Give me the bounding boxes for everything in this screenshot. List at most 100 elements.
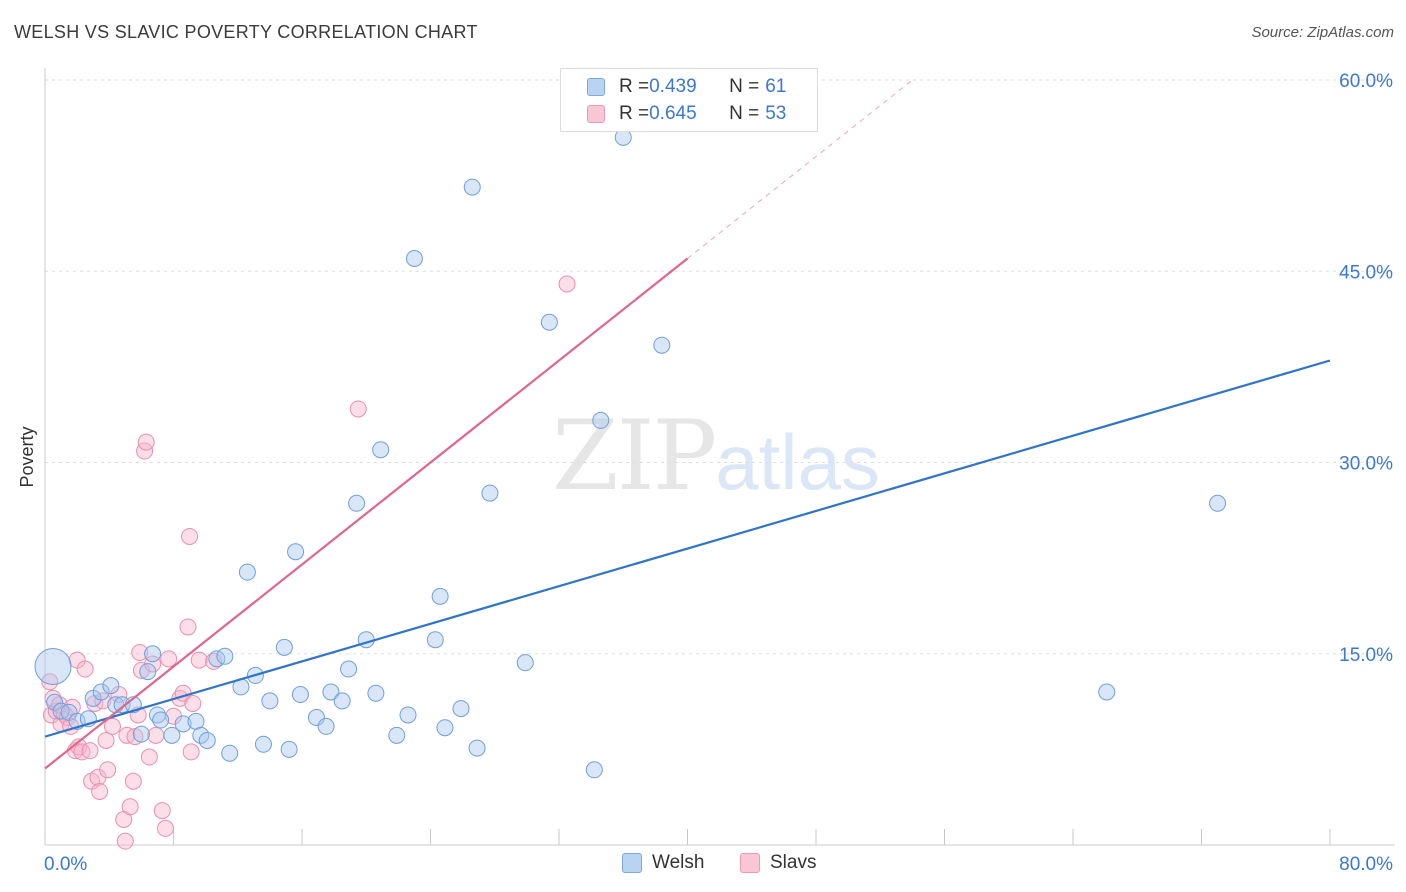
slavs-point-22 xyxy=(99,761,117,779)
welsh-point-17 xyxy=(163,726,181,744)
slavs-point-52 xyxy=(558,275,576,293)
welsh-point-0 xyxy=(34,648,72,685)
welsh-point-51 xyxy=(468,739,486,757)
slavs-point-50 xyxy=(205,652,223,670)
slavs-point-29 xyxy=(124,772,142,790)
slavs-point-48 xyxy=(184,694,202,712)
welsh-point-35 xyxy=(317,717,335,735)
y-tick-label-45: 45.0% xyxy=(1339,262,1393,283)
welsh-point-21 xyxy=(198,731,216,749)
slavs-point-20 xyxy=(94,692,112,710)
welsh-point-54 xyxy=(540,313,558,331)
legend-swatch-slavs xyxy=(587,105,605,123)
legend-welsh-n-value: 61 xyxy=(765,76,787,97)
welsh-point-13 xyxy=(139,663,157,681)
welsh-points xyxy=(34,128,1227,779)
slavs-point-0 xyxy=(41,673,59,691)
axis-labels: 15.0% 30.0% 45.0% 60.0% 0.0% 80.0% Poverty xyxy=(17,71,1393,875)
welsh-point-50 xyxy=(463,178,481,196)
slavs-point-35 xyxy=(137,433,155,451)
y-tick-label-60: 60.0% xyxy=(1339,71,1393,92)
welsh-point-47 xyxy=(431,587,449,605)
bottom-legend-swatch-welsh xyxy=(622,853,642,873)
welsh-point-18 xyxy=(174,715,192,733)
welsh-point-59 xyxy=(1098,683,1116,701)
slavs-point-14 xyxy=(76,660,94,678)
bottom-legend-slavs[interactable]: Slavs xyxy=(740,852,816,874)
slavs-point-23 xyxy=(103,717,121,735)
welsh-point-29 xyxy=(261,692,279,710)
bottom-legend-swatch-slavs xyxy=(740,853,760,873)
welsh-point-31 xyxy=(280,740,298,758)
slavs-point-38 xyxy=(147,726,165,744)
axes xyxy=(44,68,1395,846)
welsh-point-28 xyxy=(254,735,272,753)
slavs-point-51 xyxy=(349,400,367,418)
welsh-point-42 xyxy=(372,441,390,459)
welsh-point-45 xyxy=(405,250,423,267)
legend-slavs-r-value: 0.645 xyxy=(649,103,697,124)
slavs-point-39 xyxy=(153,802,171,820)
welsh-point-46 xyxy=(426,631,444,649)
y-tick-label-15: 15.0% xyxy=(1339,645,1393,666)
slavs-point-15 xyxy=(81,742,99,760)
x-tick-label-min: 0.0% xyxy=(44,854,87,875)
slavs-point-36 xyxy=(140,748,158,766)
slavs-point-32 xyxy=(131,643,149,661)
slavs-point-46 xyxy=(181,527,199,545)
welsh-point-49 xyxy=(452,700,470,718)
legend-row-welsh: R = 0.439 N = 61 xyxy=(587,75,786,99)
legend-welsh-n-label: N = xyxy=(729,76,760,97)
welsh-point-32 xyxy=(287,543,305,561)
bottom-legend-welsh-label: Welsh xyxy=(652,852,705,873)
bottom-legend-welsh[interactable]: Welsh xyxy=(622,852,704,874)
welsh-point-23 xyxy=(216,647,234,665)
legend-row-slavs: R = 0.645 N = 53 xyxy=(587,102,786,126)
welsh-point-12 xyxy=(132,725,150,743)
slavs-point-19 xyxy=(91,782,109,800)
slavs-point-34 xyxy=(136,442,154,460)
welsh-point-44 xyxy=(399,706,417,724)
legend-slavs-n-label: N = xyxy=(729,103,760,124)
slavs-point-47 xyxy=(182,743,200,761)
welsh-point-53 xyxy=(516,654,534,672)
bottom-legend: Welsh Slavs xyxy=(0,852,1406,878)
welsh-point-48 xyxy=(436,719,454,737)
welsh-point-16 xyxy=(152,711,170,729)
y-tick-label-30: 30.0% xyxy=(1339,454,1393,475)
welsh-point-43 xyxy=(388,726,406,744)
trend-lines xyxy=(44,79,1331,770)
welsh-point-37 xyxy=(333,692,351,710)
welsh-point-55 xyxy=(585,761,603,779)
legend-swatch-welsh xyxy=(587,78,605,96)
source-label: Source: ZipAtlas.com xyxy=(1251,24,1394,41)
legend-slavs-n-value: 53 xyxy=(765,103,787,124)
x-tick-label-max: 80.0% xyxy=(1339,854,1393,875)
welsh-point-26 xyxy=(238,563,256,581)
slavs-point-40 xyxy=(156,819,174,837)
welsh-point-8 xyxy=(102,677,120,695)
welsh-point-52 xyxy=(481,484,499,502)
chart-title: WELSH VS SLAVIC POVERTY CORRELATION CHAR… xyxy=(14,22,478,42)
slavs-point-21 xyxy=(97,731,115,749)
welsh-point-41 xyxy=(367,684,385,702)
legend: R = 0.439 N = 61 R = 0.645 N = 53 xyxy=(560,68,818,132)
welsh-point-1 xyxy=(46,693,64,711)
slavs-trend-extension xyxy=(687,79,913,259)
legend-slavs-r-label: R = xyxy=(619,103,650,124)
welsh-point-15 xyxy=(148,706,166,724)
slavs-point-49 xyxy=(190,651,208,669)
slavs-point-45 xyxy=(179,618,197,636)
welsh-point-30 xyxy=(275,638,293,656)
slavs-trend-line xyxy=(44,257,689,770)
y-axis-label: Poverty xyxy=(17,426,37,487)
welsh-point-58 xyxy=(653,336,671,354)
welsh-point-56 xyxy=(592,411,610,429)
welsh-point-7 xyxy=(92,683,110,701)
bottom-legend-slavs-label: Slavs xyxy=(770,852,817,873)
slavs-point-26 xyxy=(116,832,134,850)
legend-welsh-r-value: 0.439 xyxy=(649,76,697,97)
welsh-point-39 xyxy=(348,494,366,512)
legend-welsh-r-label: R = xyxy=(619,76,650,97)
